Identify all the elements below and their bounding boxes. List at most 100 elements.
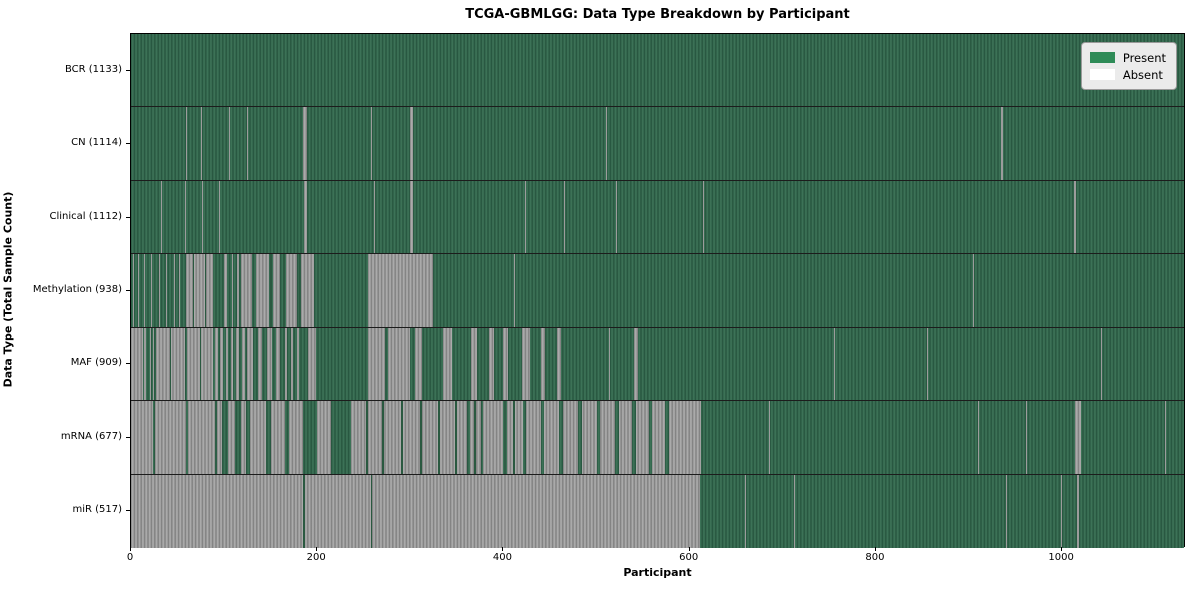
absent-segment xyxy=(1006,474,1008,548)
absent-segment xyxy=(240,254,253,327)
absent-segment xyxy=(1075,401,1081,474)
y-tick-mark xyxy=(126,510,130,512)
absent-segment xyxy=(138,254,140,327)
absent-segment xyxy=(218,180,220,254)
legend: Present Absent xyxy=(1080,42,1177,90)
absent-segment xyxy=(179,254,181,327)
row-label-mrna: mRNA (677) xyxy=(60,430,122,442)
legend-label-present: Present xyxy=(1122,50,1166,65)
x-tick-mark xyxy=(688,547,690,551)
absent-segment xyxy=(608,327,610,401)
present-segment xyxy=(382,401,385,474)
x-tick-mark xyxy=(874,547,876,551)
absent-segment xyxy=(367,254,433,327)
present-segment xyxy=(559,401,564,474)
absent-segment xyxy=(200,107,202,180)
present-segment xyxy=(419,401,422,474)
present-swatch-icon xyxy=(1089,52,1115,63)
present-segment xyxy=(365,401,368,474)
absent-segment xyxy=(131,474,700,548)
absent-segment xyxy=(257,327,263,401)
absent-segment xyxy=(1074,180,1077,254)
absent-segment xyxy=(237,254,239,327)
absent-segment xyxy=(155,401,186,474)
absent-segment xyxy=(131,401,154,474)
absent-segment xyxy=(144,254,146,327)
row-mrna xyxy=(131,401,1184,475)
present-segment xyxy=(205,254,207,327)
absent-segment xyxy=(158,254,160,327)
present-segment xyxy=(298,254,301,327)
row-methylation xyxy=(131,254,1184,328)
absent-segment xyxy=(301,254,315,327)
present-segment xyxy=(371,474,373,548)
absent-segment xyxy=(153,327,155,401)
present-segment xyxy=(170,327,172,401)
present-segment xyxy=(665,401,670,474)
y-tick-mark xyxy=(126,290,130,291)
present-region xyxy=(131,107,1184,180)
absent-segment xyxy=(387,327,411,401)
present-segment xyxy=(282,254,285,327)
absent-segment xyxy=(513,254,515,327)
absent-segment xyxy=(285,254,297,327)
absent-segment xyxy=(978,401,980,474)
absent-segment xyxy=(151,254,153,327)
x-tick-mark xyxy=(316,547,318,551)
absent-segment xyxy=(489,327,495,401)
absent-segment xyxy=(522,327,530,401)
y-tick-mark xyxy=(126,363,130,365)
row-label-bcr: BCR (1133) xyxy=(64,63,122,75)
y-tick-mark xyxy=(126,436,130,438)
absent-swatch-icon xyxy=(1089,69,1115,80)
absent-segment xyxy=(173,254,175,327)
row-label-mir: miR (517) xyxy=(72,504,122,516)
absent-segment xyxy=(291,327,294,401)
absent-segment xyxy=(317,401,332,474)
x-tick-label: 400 xyxy=(492,552,512,563)
row-bcr xyxy=(131,34,1184,108)
absent-segment xyxy=(216,401,223,474)
absent-segment xyxy=(1000,107,1003,180)
absent-segment xyxy=(270,401,285,474)
absent-segment xyxy=(185,180,186,254)
absent-segment xyxy=(442,327,453,401)
absent-segment xyxy=(166,254,168,327)
row-label-maf: MAF (909) xyxy=(70,357,122,369)
present-segment xyxy=(596,401,601,474)
absent-segment xyxy=(272,254,280,327)
absent-segment xyxy=(250,401,267,474)
absent-segment xyxy=(187,401,215,474)
present-segment xyxy=(438,401,441,474)
absent-segment xyxy=(972,254,974,327)
absent-segment xyxy=(131,327,144,401)
present-segment xyxy=(199,327,201,401)
present-segment xyxy=(540,401,545,474)
absent-segment xyxy=(507,401,523,474)
absent-segment xyxy=(304,180,307,254)
absent-segment xyxy=(374,180,376,254)
absent-segment xyxy=(266,327,272,401)
row-label-cn: CN (1114) xyxy=(71,137,122,149)
absent-segment xyxy=(503,327,509,401)
absent-segment xyxy=(160,180,162,254)
x-tick-mark xyxy=(1061,547,1063,551)
absent-segment xyxy=(240,401,247,474)
present-segment xyxy=(455,401,457,474)
present-segment xyxy=(512,401,515,474)
x-tick-label: 200 xyxy=(306,552,326,563)
present-segment xyxy=(473,401,476,474)
absent-segment xyxy=(1025,401,1027,474)
absent-segment xyxy=(1101,327,1103,401)
absent-segment xyxy=(367,327,386,401)
absent-segment xyxy=(307,327,317,401)
absent-segment xyxy=(227,401,236,474)
absent-segment xyxy=(470,327,478,401)
absent-segment xyxy=(201,180,203,254)
legend-label-absent: Absent xyxy=(1122,67,1163,82)
present-segment xyxy=(648,401,653,474)
absent-segment xyxy=(185,107,187,180)
absent-segment xyxy=(410,107,414,180)
row-maf xyxy=(131,327,1184,402)
